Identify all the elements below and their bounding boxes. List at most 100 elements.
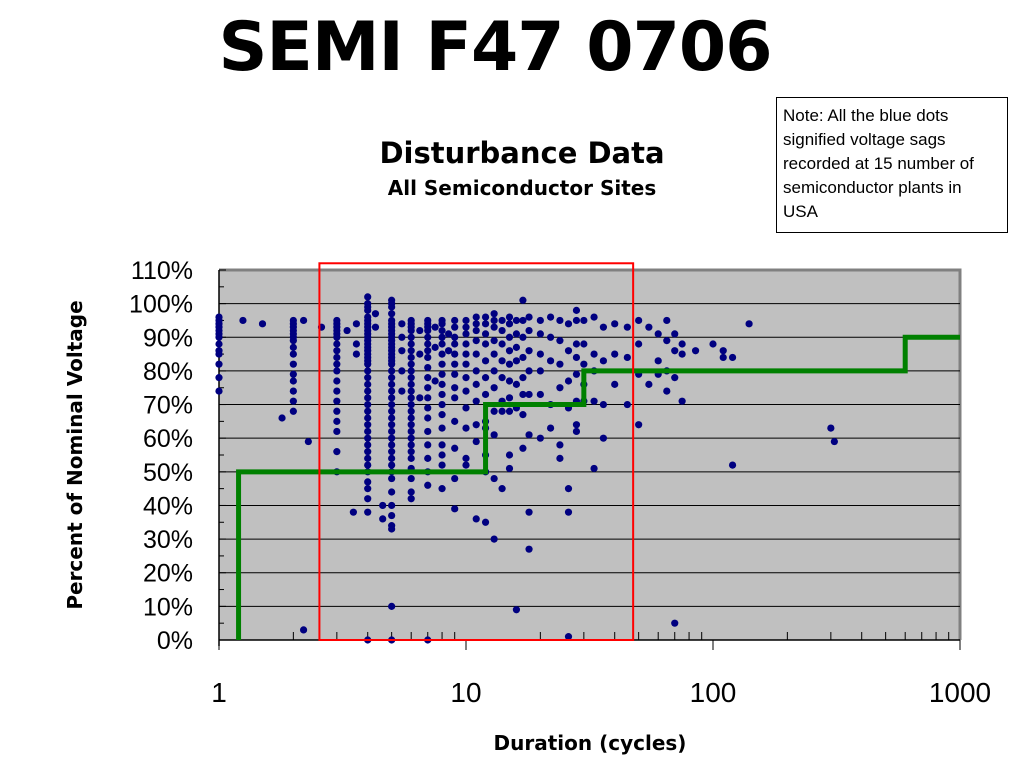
y-tick-label: 110% <box>131 257 193 285</box>
data-point <box>564 347 573 355</box>
data-point <box>364 367 372 375</box>
data-point <box>364 448 372 456</box>
data-point <box>572 353 581 362</box>
data-point <box>416 326 424 335</box>
data-point <box>564 320 573 328</box>
data-point <box>388 461 396 469</box>
data-point <box>289 407 297 415</box>
data-point <box>678 340 686 348</box>
data-point <box>215 340 223 348</box>
data-point <box>407 374 415 382</box>
data-point <box>258 320 267 328</box>
data-point <box>364 434 372 442</box>
data-point <box>481 320 490 328</box>
data-point <box>498 485 506 493</box>
data-point <box>215 333 223 341</box>
data-point <box>451 370 459 378</box>
y-axis-label: Percent of Nominal Voltage <box>63 300 87 609</box>
data-point <box>333 397 341 405</box>
data-point <box>299 316 308 325</box>
data-point <box>424 340 432 348</box>
data-point <box>333 340 341 348</box>
data-point <box>462 360 470 368</box>
data-point <box>519 374 527 382</box>
y-tick-label: 90% <box>143 324 193 352</box>
data-point <box>407 495 415 503</box>
data-point <box>611 320 619 328</box>
data-point <box>498 407 506 415</box>
data-point <box>599 400 608 409</box>
data-point <box>407 407 415 415</box>
data-point <box>451 316 459 325</box>
data-point <box>590 313 598 321</box>
data-point <box>671 330 679 338</box>
data-point <box>388 427 396 436</box>
data-point <box>424 384 432 392</box>
data-point <box>451 417 459 425</box>
data-point <box>525 313 533 321</box>
data-point <box>388 441 396 449</box>
data-point <box>719 347 727 355</box>
data-point <box>536 390 544 399</box>
data-point <box>481 330 490 338</box>
data-point <box>438 320 446 328</box>
sag-tolerance-curve <box>236 334 960 640</box>
data-point <box>556 454 564 462</box>
data-point <box>424 394 432 402</box>
data-point <box>289 397 297 405</box>
data-point <box>333 427 341 436</box>
data-point <box>407 347 415 355</box>
y-tick-label: 0% <box>157 627 193 655</box>
data-point <box>462 340 470 348</box>
data-point <box>349 508 357 516</box>
data-point <box>407 441 415 449</box>
data-point <box>635 421 643 429</box>
data-point <box>364 478 372 486</box>
data-point <box>671 347 679 355</box>
data-point <box>431 323 439 331</box>
data-point <box>678 397 686 405</box>
data-point <box>572 370 581 378</box>
data-point <box>519 316 527 325</box>
data-point <box>505 360 514 368</box>
data-point <box>398 367 406 375</box>
data-point <box>364 495 372 503</box>
data-point <box>388 448 396 456</box>
data-point <box>438 411 446 419</box>
data-point <box>364 441 372 449</box>
data-point <box>215 374 223 382</box>
data-point <box>388 387 396 395</box>
data-point <box>827 424 835 432</box>
data-point <box>407 387 415 395</box>
data-point <box>364 414 372 422</box>
data-point <box>333 333 341 341</box>
data-point <box>590 464 598 473</box>
data-point <box>388 394 396 402</box>
data-point <box>424 441 432 449</box>
data-point <box>438 326 446 335</box>
data-point <box>438 370 446 378</box>
data-point <box>599 434 608 442</box>
chart-title: Disturbance Data <box>379 136 664 170</box>
data-point <box>333 417 341 425</box>
data-point <box>438 380 446 388</box>
data-point <box>525 347 533 355</box>
slide-title: SEMI F47 0706 <box>218 8 772 87</box>
data-point <box>830 437 838 446</box>
data-point <box>472 437 480 446</box>
data-point <box>623 323 631 331</box>
data-point <box>462 387 470 395</box>
data-point <box>438 350 446 358</box>
data-point <box>398 387 406 395</box>
data-point <box>490 367 498 375</box>
data-point <box>556 441 564 449</box>
data-point <box>498 326 506 335</box>
data-point <box>505 320 514 328</box>
data-point <box>512 357 521 365</box>
data-point <box>424 404 432 412</box>
data-point <box>490 431 498 439</box>
data-point <box>481 390 490 399</box>
data-point <box>379 501 387 510</box>
data-point <box>407 474 415 483</box>
data-point <box>580 340 588 348</box>
